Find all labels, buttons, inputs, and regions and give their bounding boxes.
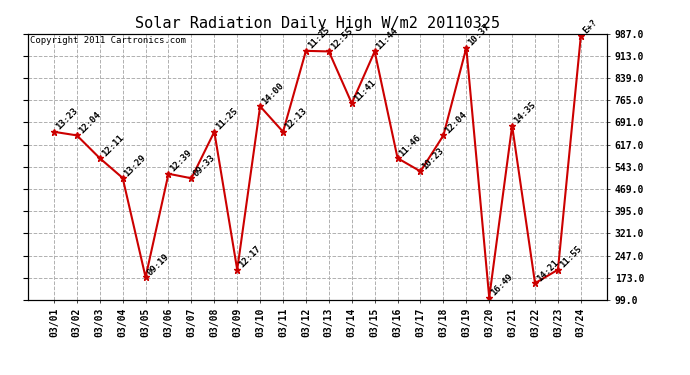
Text: 14:21: 14:21 [535, 258, 560, 283]
Text: 10:23: 10:23 [420, 146, 446, 171]
Text: 12:04: 12:04 [77, 110, 102, 135]
Text: 11:41: 11:41 [352, 78, 377, 103]
Text: 09:19: 09:19 [146, 252, 171, 277]
Text: 14:35: 14:35 [512, 100, 538, 126]
Text: 09:33: 09:33 [191, 153, 217, 178]
Text: 12:13: 12:13 [283, 106, 308, 132]
Text: 11:44: 11:44 [375, 26, 400, 51]
Text: 12:11: 12:11 [100, 133, 125, 158]
Text: E+?: E+? [581, 18, 599, 36]
Text: 12:17: 12:17 [237, 244, 263, 270]
Text: 11:25: 11:25 [215, 106, 239, 132]
Text: 11:25: 11:25 [306, 26, 331, 51]
Text: 11:46: 11:46 [397, 133, 423, 158]
Text: 12:04: 12:04 [444, 110, 469, 135]
Text: 10:37: 10:37 [466, 22, 492, 48]
Title: Solar Radiation Daily High W/m2 20110325: Solar Radiation Daily High W/m2 20110325 [135, 16, 500, 31]
Text: 12:39: 12:39 [168, 148, 194, 174]
Text: 12:55: 12:55 [329, 26, 354, 51]
Text: 13:23: 13:23 [54, 106, 79, 132]
Text: Copyright 2011 Cartronics.com: Copyright 2011 Cartronics.com [30, 36, 186, 45]
Text: 13:29: 13:29 [123, 153, 148, 178]
Text: 11:55: 11:55 [558, 244, 583, 270]
Text: 16:49: 16:49 [489, 272, 515, 298]
Text: 14:00: 14:00 [260, 81, 286, 106]
